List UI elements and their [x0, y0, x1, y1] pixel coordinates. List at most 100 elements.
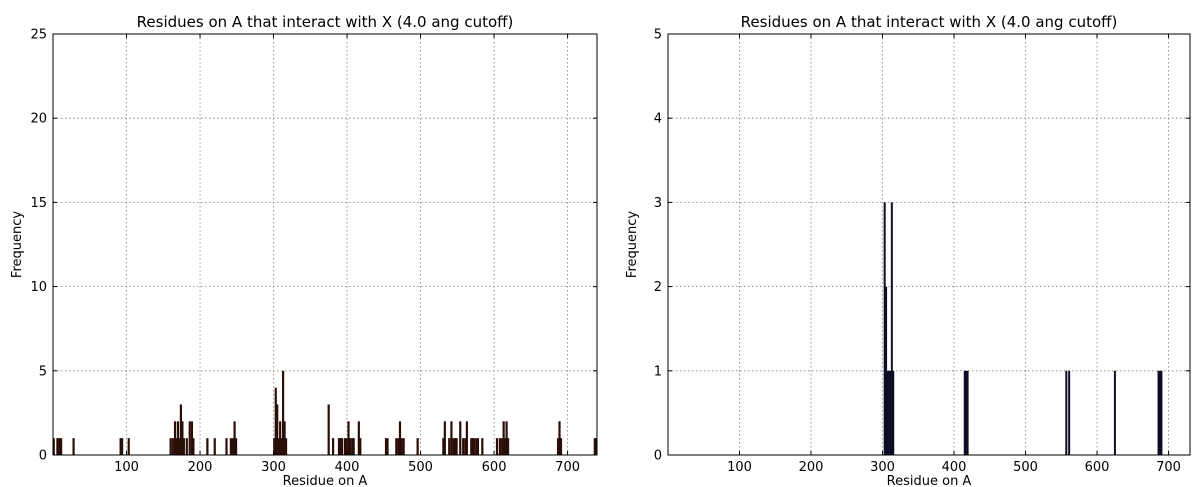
- chart1-bar: [384, 438, 388, 455]
- chart2-x-tick-label: 700: [1156, 460, 1181, 475]
- chart1-bar: [192, 438, 195, 455]
- chart1-bar: [169, 438, 172, 455]
- chart2-x-axis-label: Residue on A: [887, 474, 972, 487]
- chart1-y-tick-label: 20: [30, 112, 47, 127]
- chart2-bar: [883, 202, 886, 455]
- chart1-bar: [481, 438, 484, 455]
- chart1-bar: [337, 438, 341, 455]
- chart1-x-tick-label: 600: [482, 460, 507, 475]
- chart1-bar: [351, 438, 354, 455]
- chart1-bar: [232, 438, 235, 455]
- chart1-bar: [181, 421, 184, 455]
- chart1-bar: [206, 438, 209, 455]
- chart1-bar: [359, 438, 362, 455]
- chart2-x-tick-label: 100: [727, 460, 752, 475]
- chart1-bar: [277, 438, 280, 455]
- chart1-bar: [340, 438, 344, 455]
- chart1-bar: [176, 421, 180, 455]
- chart1-y-tick-label: 15: [30, 196, 47, 211]
- chart1-bar: [119, 438, 122, 455]
- chart1-bar: [400, 438, 403, 455]
- chart1-bar: [443, 421, 446, 455]
- chart1-bar: [556, 438, 560, 455]
- chart1-bar: [455, 438, 458, 455]
- chart2-y-tick-label: 2: [654, 280, 662, 295]
- chart1-bar: [402, 438, 405, 455]
- chart1-bar: [397, 438, 400, 455]
- chart1-bar: [473, 438, 476, 455]
- chart1-bar: [173, 421, 177, 455]
- chart1-x-axis-label: Residue on A: [283, 474, 368, 487]
- chart1-bar: [465, 421, 468, 455]
- chart2-bar: [966, 370, 969, 455]
- chart1-bar: [280, 438, 283, 455]
- chart1-x-tick-label: 300: [261, 460, 286, 475]
- chart1-x-tick-label: 700: [555, 460, 580, 475]
- chart1-bar: [475, 438, 478, 455]
- chart1-bar: [502, 421, 505, 455]
- chart1-bar: [72, 438, 75, 455]
- chart2-x-tick-label: 300: [870, 460, 895, 475]
- chart1-bar: [190, 421, 194, 455]
- chart1-bar: [59, 438, 63, 455]
- chart1-bar: [58, 438, 61, 455]
- chart1-bar: [283, 421, 286, 455]
- chart1-bar: [498, 438, 502, 455]
- chart1-bar: [234, 438, 238, 455]
- chart2-title: Residues on A that interact with X (4.0 …: [741, 13, 1118, 31]
- chart1-bar: [343, 438, 346, 455]
- chart1-bar: [452, 438, 455, 455]
- chart1-bar: [470, 438, 473, 455]
- chart2-bar: [1158, 370, 1161, 455]
- chart1-bar: [225, 438, 228, 455]
- chart1-bar: [182, 438, 185, 455]
- chart1-x-tick-label: 200: [188, 460, 213, 475]
- chart1-bar: [504, 438, 507, 455]
- chart1-x-tick-label: 400: [335, 460, 360, 475]
- chart2-bar: [885, 286, 888, 455]
- chart1-bar: [395, 438, 398, 455]
- chart1-bar: [175, 438, 178, 455]
- chart1-bar: [450, 421, 453, 455]
- chart1-y-axis-label: Frequency: [10, 211, 25, 278]
- chart1-bar: [464, 438, 467, 455]
- chart1-bar: [559, 438, 563, 455]
- chart2-x-tick-label: 500: [1013, 460, 1038, 475]
- chart2-bar: [1065, 370, 1068, 455]
- chart1-bar: [188, 421, 191, 455]
- chart2-bar: [965, 370, 968, 455]
- chart1-bar: [213, 438, 216, 455]
- chart1-bar: [462, 438, 465, 455]
- chart1-bar: [233, 421, 236, 455]
- chart1-bar: [471, 438, 474, 455]
- chart2-y-tick-label: 0: [654, 449, 662, 464]
- chart1-bar: [276, 404, 279, 455]
- chart1-bar: [352, 438, 355, 455]
- chart1-bar: [178, 438, 181, 455]
- chart1-bar: [416, 438, 419, 455]
- chart1-bar: [459, 421, 462, 455]
- chart2-bar: [1160, 370, 1163, 455]
- chart2-x-tick-label: 400: [942, 460, 967, 475]
- chart1-bar: [501, 438, 504, 455]
- chart1-bar: [595, 438, 598, 455]
- chart2-bar: [889, 370, 892, 455]
- chart2-bar: [1157, 370, 1160, 455]
- chart1-y-tick-label: 25: [30, 28, 47, 43]
- chart1-bar: [398, 421, 402, 455]
- chart2-x-tick-label: 200: [799, 460, 824, 475]
- chart1-bar: [495, 438, 499, 455]
- chart2-y-tick-label: 4: [654, 112, 662, 127]
- chart1-bar: [327, 404, 330, 455]
- chart1-bar: [345, 438, 348, 455]
- chart1-bar: [121, 438, 124, 455]
- chart2-bar: [890, 202, 893, 455]
- chart1-bar: [506, 438, 510, 455]
- chart1-bar: [558, 421, 561, 455]
- chart1-bar: [357, 421, 360, 455]
- chart1-title: Residues on A that interact with X (4.0 …: [137, 13, 514, 31]
- chart1-bar: [476, 438, 480, 455]
- chart2-bar: [1068, 370, 1071, 455]
- chart1-bar: [347, 421, 350, 455]
- chart1-bar: [56, 438, 59, 455]
